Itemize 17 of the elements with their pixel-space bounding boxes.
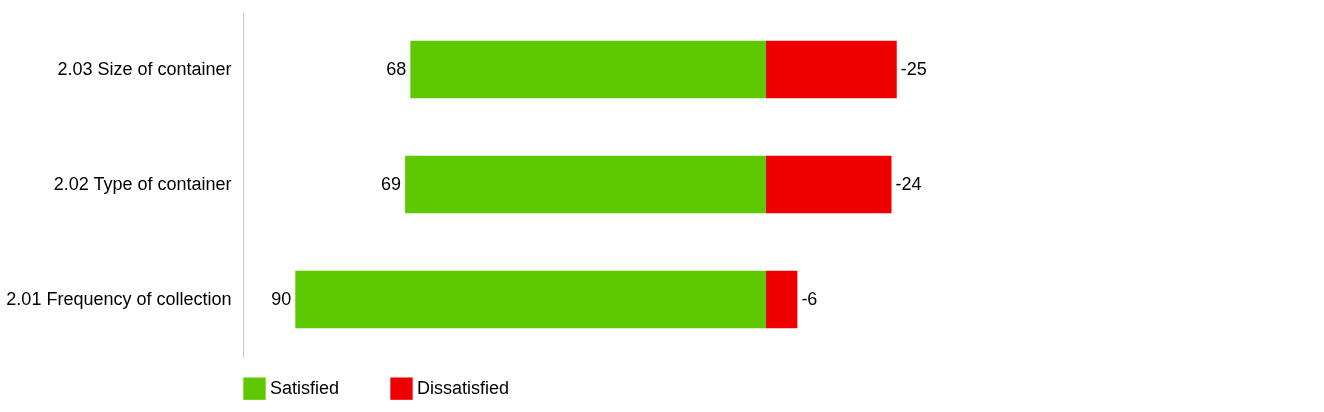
y-tick-label: 2.03 Size of container (57, 58, 232, 79)
bar (295, 270, 766, 329)
legend-label: Dissatisfied (417, 377, 510, 398)
bar (766, 155, 892, 214)
data-label: -25 (900, 58, 927, 79)
bar (766, 40, 897, 99)
data-label: 68 (386, 58, 407, 79)
bar (405, 155, 766, 214)
bar (766, 270, 798, 329)
legend-label: Satisfied (270, 377, 340, 398)
y-tick-label: 2.01 Frequency of collection (6, 288, 232, 309)
data-label: -6 (801, 288, 818, 309)
y-tick-label: 2.02 Type of container (53, 173, 232, 194)
bar (410, 40, 766, 99)
data-label: -24 (895, 173, 922, 194)
data-label: 69 (381, 173, 402, 194)
data-label: 90 (271, 288, 292, 309)
